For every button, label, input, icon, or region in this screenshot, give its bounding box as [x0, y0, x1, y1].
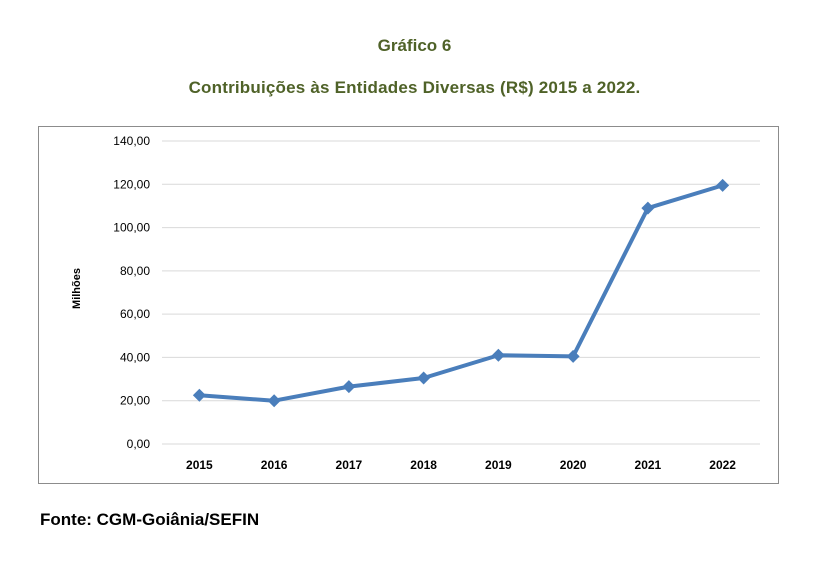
data-point	[417, 371, 431, 385]
data-point	[566, 349, 580, 363]
y-tick-label: 80,00	[120, 264, 150, 278]
chart-frame	[38, 126, 779, 484]
y-axis-label: Milhões	[71, 268, 83, 309]
source-note: Fonte: CGM-Goiânia/SEFIN	[40, 510, 260, 529]
x-tick-label: 2021	[635, 458, 662, 472]
y-tick-label: 60,00	[120, 307, 150, 321]
chart-subtitle: Contribuições às Entidades Diversas (R$)…	[188, 78, 641, 97]
data-point	[342, 380, 356, 394]
data-point	[641, 201, 655, 215]
y-tick-label: 120,00	[113, 177, 150, 191]
data-point	[192, 388, 206, 402]
y-tick-label: 100,00	[113, 221, 150, 235]
chart-title: Gráfico 6	[377, 36, 452, 55]
x-tick-label: 2022	[709, 458, 736, 472]
x-tick-label: 2017	[336, 458, 363, 472]
y-tick-label: 40,00	[120, 350, 150, 364]
x-tick-label: 2020	[560, 458, 587, 472]
y-tick-label: 140,00	[113, 134, 150, 148]
x-tick-label: 2015	[186, 458, 213, 472]
data-point	[491, 348, 505, 362]
x-tick-label: 2016	[261, 458, 288, 472]
data-point	[716, 178, 730, 192]
x-tick-label: 2018	[410, 458, 437, 472]
y-tick-label: 0,00	[127, 437, 151, 451]
series-line	[197, 183, 725, 403]
y-tick-label: 20,00	[120, 394, 150, 408]
x-tick-label: 2019	[485, 458, 512, 472]
data-point	[267, 394, 281, 408]
